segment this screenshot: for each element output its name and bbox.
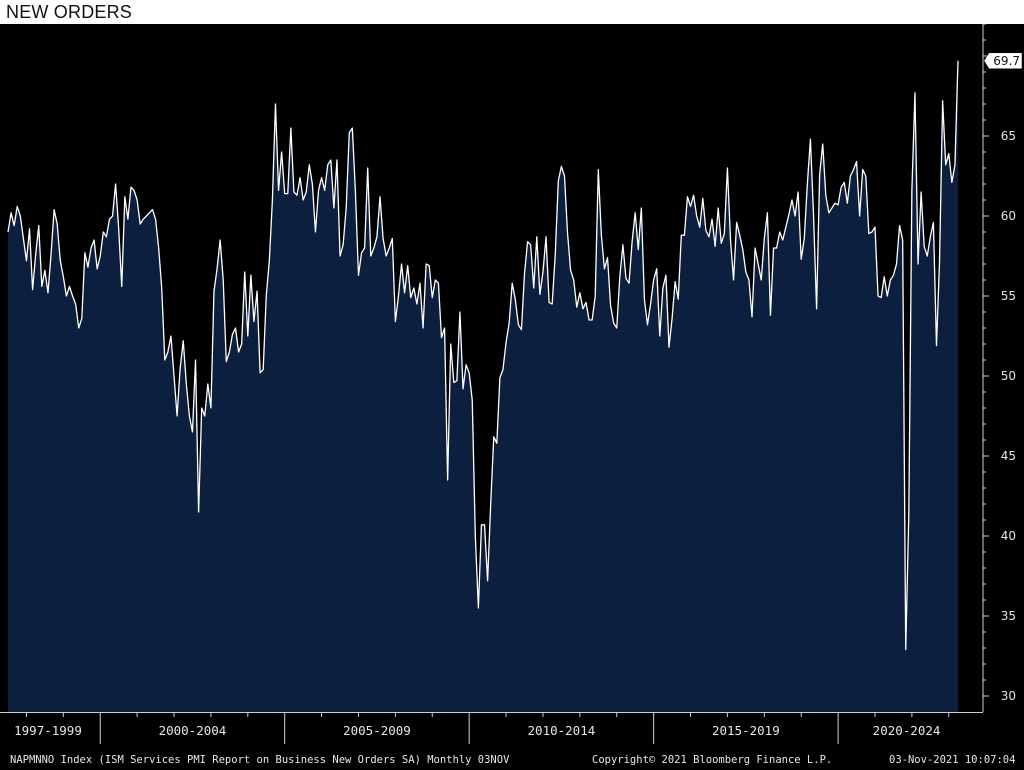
footer-copyright: Copyright© 2021 Bloomberg Finance L.P. — [592, 754, 833, 766]
series-line — [7, 60, 959, 651]
y-tick-label: 60 — [1001, 209, 1016, 223]
last-value-text: 69.7 — [993, 54, 1020, 68]
y-tick-label: 30 — [1001, 689, 1016, 703]
chart-panel: 30 35 40 45 50 55 60 65 1997-1999 2000-2004 2005-… — [0, 24, 1024, 770]
area-fill — [8, 60, 958, 713]
y-tick-label: 55 — [1001, 289, 1016, 303]
chart-svg: 30 35 40 45 50 55 60 65 1997-1999 2000-2004 2005-… — [0, 24, 1023, 744]
x-period-label: 2000-2004 — [159, 723, 227, 738]
x-period-label: 2005-2009 — [343, 723, 411, 738]
last-value-label: 69.7 — [983, 52, 1023, 70]
footer-timestamp: 03-Nov-2021 10:07:04 — [889, 754, 1016, 766]
chart-title: NEW ORDERS — [6, 2, 133, 22]
x-axis: 1997-1999 2000-2004 2005-2009 2010-2014 2015… — [0, 712, 983, 744]
x-period-label: 2020-2024 — [873, 723, 941, 738]
footer-ticker-description: NAPMNNO Index (ISM Services PMI Report o… — [10, 754, 510, 766]
y-axis: 30 35 40 45 50 55 60 65 — [982, 24, 1016, 712]
y-tick-label: 50 — [1001, 369, 1016, 383]
x-period-label: 1997-1999 — [14, 723, 82, 738]
last-value-box — [983, 52, 1023, 70]
y-tick-label: 40 — [1001, 529, 1016, 543]
y-tick-label: 35 — [1001, 609, 1016, 623]
y-tick-label: 45 — [1001, 449, 1016, 463]
x-period-label: 2015-2019 — [712, 723, 780, 738]
x-period-label: 2010-2014 — [528, 723, 596, 738]
y-tick-label: 65 — [1001, 129, 1016, 143]
